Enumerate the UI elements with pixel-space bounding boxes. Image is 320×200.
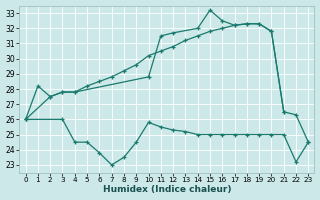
X-axis label: Humidex (Indice chaleur): Humidex (Indice chaleur) <box>103 185 231 194</box>
